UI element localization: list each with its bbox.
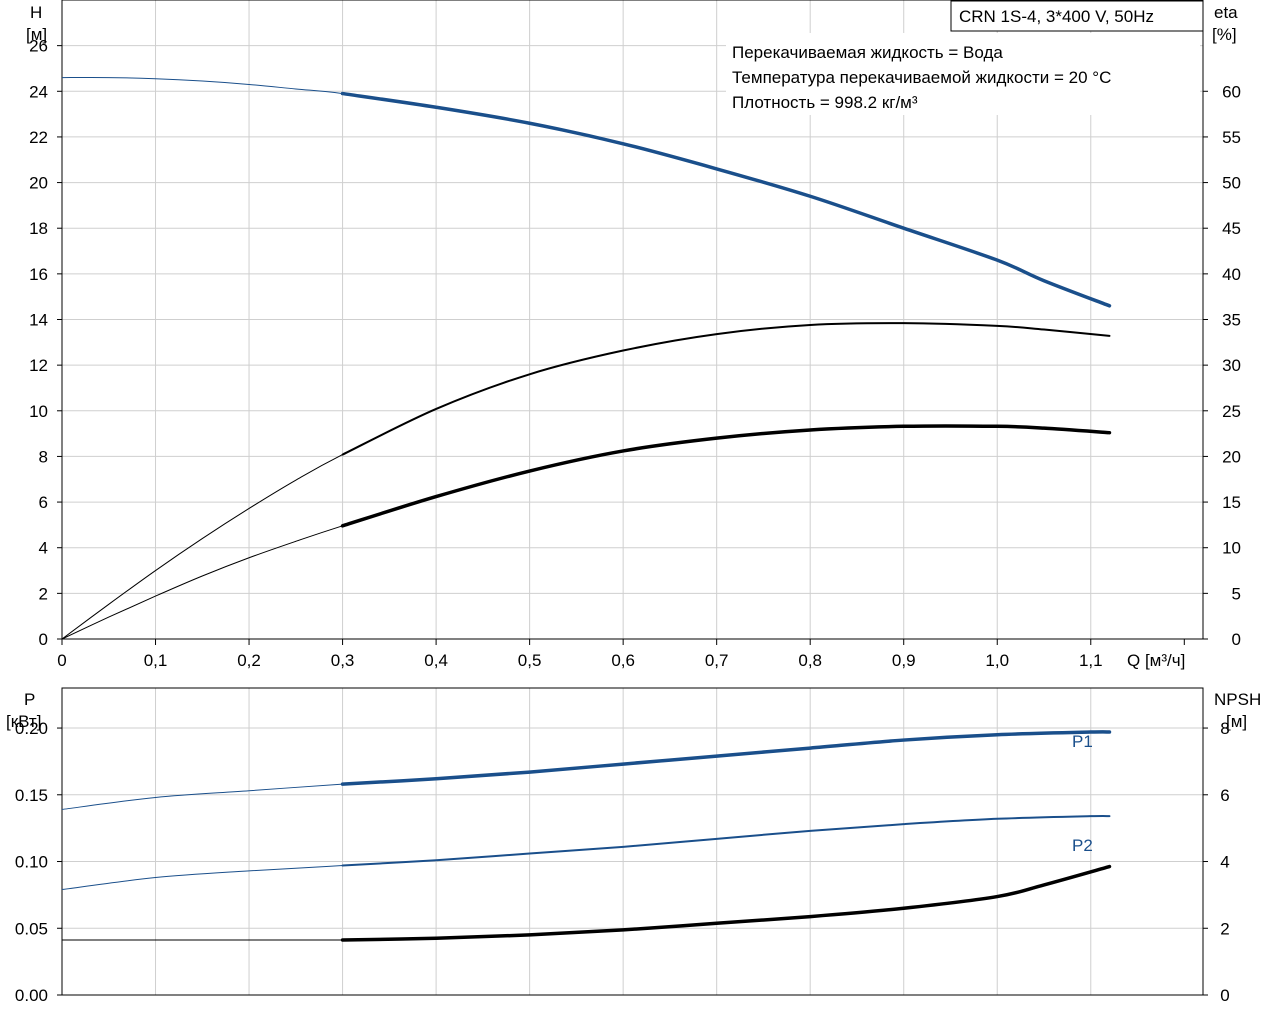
x-tick-label: 0,6 (611, 651, 635, 670)
NPSH-operating-curve (340, 864, 1112, 942)
efficiency-curve (61, 322, 1110, 640)
top-y-right-unit: [%] (1212, 25, 1237, 44)
y-right-tick-label: 45 (1222, 219, 1241, 238)
y-left-tick-label: 6 (39, 493, 48, 512)
bottom-y-right-label: NPSH (1214, 690, 1261, 709)
y-left-tick-label: 18 (29, 219, 48, 238)
fluid-info-line: Температура перекачиваемой жидкости = 20… (732, 68, 1111, 87)
x-tick-label: 0,1 (144, 651, 168, 670)
x-tick-label: 1,0 (985, 651, 1009, 670)
y-right-tick-label: 0 (1220, 986, 1229, 1005)
y-right-tick-label: 2 (1220, 919, 1229, 938)
fluid-info-box (726, 33, 1200, 115)
P1-operating-curve (340, 730, 1112, 786)
efficiency-total-operating-curve (340, 424, 1112, 528)
bottom-panel-frame (61, 687, 1204, 996)
series-label-p1: P1 (1072, 732, 1093, 751)
y-right-tick-label: 40 (1222, 265, 1241, 284)
y-right-tick-label: 0 (1232, 630, 1241, 649)
x-tick-label: 0,2 (237, 651, 261, 670)
y-right-tick-label: 5 (1232, 584, 1241, 603)
y-left-tick-label: 4 (39, 539, 48, 558)
x-tick-label: 1,1 (1079, 651, 1103, 670)
x-tick-label: 0,7 (705, 651, 729, 670)
x-tick-label: 0,9 (892, 651, 916, 670)
y-left-tick-label: 0.20 (15, 719, 48, 738)
head-operating-curve (340, 91, 1112, 308)
y-right-tick-label: 35 (1222, 311, 1241, 330)
y-left-tick-label: 0.15 (15, 786, 48, 805)
y-left-tick-label: 10 (29, 402, 48, 421)
y-left-tick-label: 22 (29, 128, 48, 147)
bottom-y-left-unit: [кВт] (6, 712, 41, 731)
y-right-tick-label: 8 (1220, 719, 1229, 738)
fluid-info-line: Перекачиваемая жидкость = Вода (732, 43, 1003, 62)
P1-curve (61, 731, 1110, 810)
y-left-tick-label: 12 (29, 356, 48, 375)
y-left-tick-label: 0.05 (15, 919, 48, 938)
x-tick-label: 0 (57, 651, 66, 670)
y-left-tick-label: 26 (29, 37, 48, 56)
top-y-left-label: H (30, 3, 42, 22)
efficiency-operating-curve (341, 322, 1111, 456)
P2-operating-curve (341, 814, 1111, 867)
y-right-tick-label: 55 (1222, 128, 1241, 147)
x-tick-label: 0,3 (331, 651, 355, 670)
pump-title: CRN 1S-4, 3*400 V, 50Hz (959, 7, 1154, 26)
top-y-left-unit: [м] (26, 25, 47, 44)
top-y-right-label: eta (1214, 3, 1238, 22)
y-left-tick-label: 2 (39, 584, 48, 603)
y-left-tick-label: 24 (29, 82, 48, 101)
y-right-tick-label: 4 (1220, 853, 1229, 872)
bottom-y-left-label: P (24, 690, 35, 709)
fluid-info-line: Плотность = 998.2 кг/м³ (732, 93, 918, 112)
y-right-tick-label: 15 (1222, 493, 1241, 512)
y-left-tick-label: 20 (29, 174, 48, 193)
y-left-tick-label: 0.10 (15, 853, 48, 872)
y-right-tick-label: 6 (1220, 786, 1229, 805)
y-left-tick-label: 8 (39, 447, 48, 466)
x-tick-label: 0,5 (518, 651, 542, 670)
y-right-tick-label: 20 (1222, 447, 1241, 466)
y-right-tick-label: 60 (1222, 82, 1241, 101)
y-left-tick-label: 0.00 (15, 986, 48, 1005)
y-left-tick-label: 16 (29, 265, 48, 284)
y-right-tick-label: 10 (1222, 539, 1241, 558)
pump-title-box (950, 0, 1204, 32)
x-tick-label: 0,8 (798, 651, 822, 670)
y-left-tick-label: 0 (39, 630, 48, 649)
bottom-y-right-unit: [м] (1226, 712, 1247, 731)
y-right-tick-label: 30 (1222, 356, 1241, 375)
y-right-tick-label: 50 (1222, 174, 1241, 193)
series-label-p2: P2 (1072, 836, 1093, 855)
x-axis-label: Q [м³/ч] (1127, 651, 1185, 670)
P2-curve (61, 815, 1110, 891)
y-left-tick-label: 14 (29, 311, 48, 330)
x-tick-label: 0,4 (424, 651, 448, 670)
y-right-tick-label: 25 (1222, 402, 1241, 421)
